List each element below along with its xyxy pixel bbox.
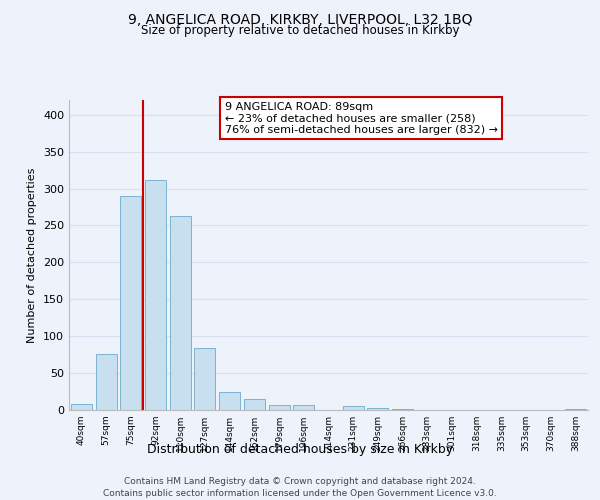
Y-axis label: Number of detached properties: Number of detached properties (28, 168, 37, 342)
Text: 9 ANGELICA ROAD: 89sqm
← 23% of detached houses are smaller (258)
76% of semi-de: 9 ANGELICA ROAD: 89sqm ← 23% of detached… (224, 102, 498, 134)
Text: 9, ANGELICA ROAD, KIRKBY, LIVERPOOL, L32 1BQ: 9, ANGELICA ROAD, KIRKBY, LIVERPOOL, L32… (128, 12, 472, 26)
Bar (120, 196, 141, 410)
Bar (269, 405, 290, 410)
Text: Contains public sector information licensed under the Open Government Licence v3: Contains public sector information licen… (103, 489, 497, 498)
Bar (219, 392, 240, 410)
Text: Contains HM Land Registry data © Crown copyright and database right 2024.: Contains HM Land Registry data © Crown c… (124, 478, 476, 486)
Bar (71, 404, 92, 410)
Bar (170, 216, 191, 410)
Bar (565, 408, 586, 410)
Bar (367, 408, 388, 410)
Bar (293, 405, 314, 410)
Text: Distribution of detached houses by size in Kirkby: Distribution of detached houses by size … (147, 442, 453, 456)
Bar (194, 348, 215, 410)
Bar (343, 406, 364, 410)
Bar (392, 408, 413, 410)
Bar (145, 180, 166, 410)
Text: Size of property relative to detached houses in Kirkby: Size of property relative to detached ho… (141, 24, 459, 37)
Bar (244, 399, 265, 410)
Bar (95, 354, 116, 410)
